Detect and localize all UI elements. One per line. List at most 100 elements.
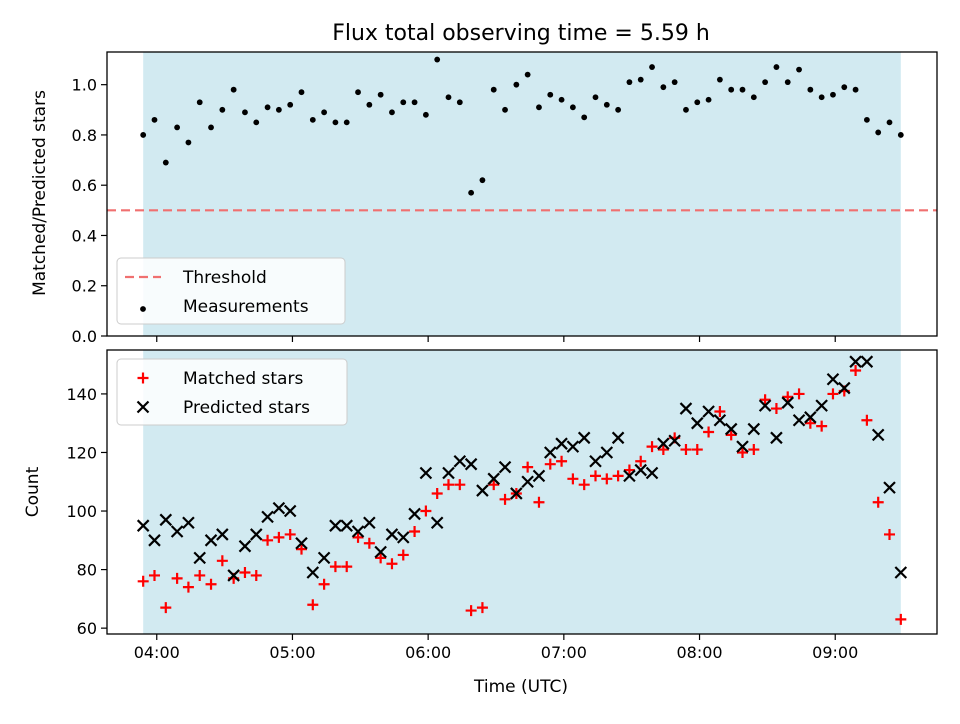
measurement-point xyxy=(242,109,248,116)
bottom-y-tick-label: 120 xyxy=(66,443,97,462)
top-legend: Threshold Measurements xyxy=(116,257,346,325)
matched-star-point xyxy=(737,446,749,458)
legend-entry-label: Measurements xyxy=(183,297,309,317)
measurement-point xyxy=(875,129,882,136)
measurement-point xyxy=(592,94,599,101)
matched-star-point xyxy=(273,531,285,543)
x-tick-label: 06:00 xyxy=(405,643,451,662)
series-predicted-stars xyxy=(136,355,908,582)
matched-star-point xyxy=(295,543,307,555)
measurement-point xyxy=(603,101,610,108)
top-y-tick-label: 0.6 xyxy=(72,176,97,195)
measurement-point xyxy=(818,94,825,101)
matched-star-point xyxy=(635,455,647,467)
series-measurements xyxy=(140,56,904,196)
predicted-star-point xyxy=(611,431,625,445)
x-axis-label: Time (UTC) xyxy=(473,677,568,697)
top-y-tick-label: 0.0 xyxy=(72,327,97,346)
matched-star-point xyxy=(329,561,341,573)
predicted-star-point xyxy=(532,469,546,483)
matched-star-point xyxy=(160,602,172,614)
predicted-star-point xyxy=(430,516,444,530)
measurement-point xyxy=(490,86,497,93)
measurement-point xyxy=(660,84,667,91)
predicted-star-point xyxy=(385,528,399,541)
measurement-point xyxy=(445,94,452,101)
measurement-point xyxy=(581,114,588,121)
measurement-point xyxy=(694,99,701,106)
bottom-y-axis-label: Count xyxy=(23,466,43,517)
legend-predicted-swatch xyxy=(136,400,150,414)
matched-star-point xyxy=(194,569,206,581)
matched-star-point xyxy=(578,479,590,491)
measurement-point xyxy=(287,101,294,108)
predicted-star-point xyxy=(600,446,614,459)
measurement-point xyxy=(343,119,350,126)
bottom-y-tick-label: 80 xyxy=(77,561,97,580)
predicted-star-point xyxy=(283,504,297,518)
matched-star-point xyxy=(465,605,477,617)
predicted-star-point xyxy=(306,566,320,579)
predicted-star-point xyxy=(170,525,184,538)
matched-star-point xyxy=(148,569,160,581)
predicted-star-point xyxy=(690,416,704,430)
measurement-point xyxy=(321,109,328,116)
measurement-point xyxy=(796,66,802,73)
bottom-panel: 60 80 100 120 140 04:00 05:00 06:00 07:00 08:00 09… xyxy=(66,349,938,662)
predicted-star-point xyxy=(521,475,534,489)
matched-star-point xyxy=(601,473,613,485)
predicted-star-point xyxy=(182,516,195,530)
matched-star-point xyxy=(284,528,296,540)
predicted-star-point xyxy=(261,510,274,524)
measurement-point xyxy=(683,106,689,113)
measurement-point xyxy=(400,99,407,106)
matched-star-point xyxy=(363,537,375,549)
top-y-axis-label: Matched/Predicted stars xyxy=(30,90,50,296)
matched-star-point xyxy=(318,578,330,590)
predicted-star-point xyxy=(510,487,523,500)
matched-star-point xyxy=(816,420,828,432)
matched-star-point xyxy=(850,364,862,376)
measurement-point xyxy=(219,106,226,113)
matched-star-point xyxy=(442,479,454,491)
predicted-star-point xyxy=(747,422,761,436)
x-tick-label: 07:00 xyxy=(541,643,587,662)
measurement-point xyxy=(784,79,791,86)
measurement-point xyxy=(275,106,282,113)
measurement-point xyxy=(162,159,169,166)
matched-star-point xyxy=(590,470,602,482)
predicted-star-point xyxy=(136,519,150,532)
predicted-star-point xyxy=(543,446,557,459)
measurement-point xyxy=(468,189,475,196)
measurement-point xyxy=(411,99,418,106)
measurement-point xyxy=(569,104,576,111)
matched-star-point xyxy=(137,575,149,587)
predicted-star-point xyxy=(148,534,161,547)
matched-star-point xyxy=(703,426,715,438)
predicted-star-point xyxy=(396,531,410,544)
measurement-point xyxy=(671,79,678,86)
measurement-point xyxy=(366,101,373,108)
predicted-star-point xyxy=(792,413,806,427)
predicted-star-point xyxy=(159,513,173,527)
matched-star-point xyxy=(250,569,262,581)
measurement-point xyxy=(536,104,542,111)
matched-star-point xyxy=(171,572,183,584)
predicted-star-point xyxy=(702,405,715,418)
predicted-star-point xyxy=(227,569,240,582)
predicted-star-point xyxy=(340,519,354,532)
predicted-star-point xyxy=(815,399,828,412)
matched-star-point xyxy=(420,505,432,517)
matched-star-point xyxy=(488,479,500,491)
matched-star-point xyxy=(884,528,896,540)
predicted-star-point xyxy=(871,428,885,442)
predicted-star-point xyxy=(826,373,840,386)
matched-star-point xyxy=(793,388,805,400)
matched-star-point xyxy=(657,444,669,456)
matched-star-point xyxy=(623,464,635,476)
predicted-star-point xyxy=(589,454,602,468)
bottom-axes-frame xyxy=(106,349,938,635)
matched-star-point xyxy=(409,526,421,538)
predicted-star-point xyxy=(419,466,433,480)
